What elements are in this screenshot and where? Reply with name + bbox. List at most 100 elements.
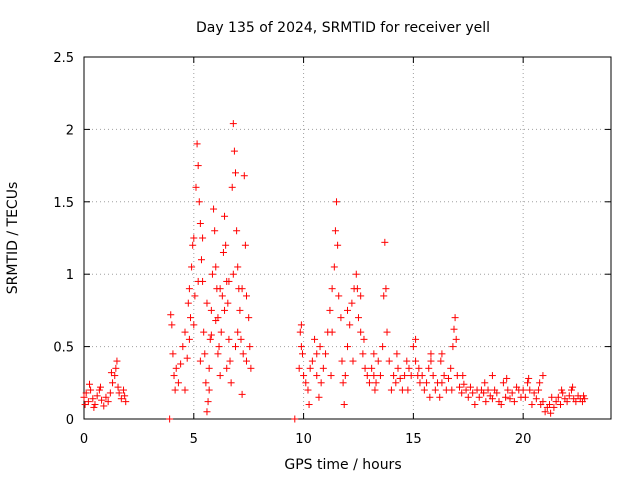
data-point <box>344 343 351 351</box>
data-point <box>448 386 456 394</box>
data-point <box>450 325 458 333</box>
data-point <box>114 383 122 391</box>
data-point <box>374 357 382 365</box>
data-point <box>554 393 562 401</box>
data-point <box>519 386 527 394</box>
data-point <box>327 372 335 380</box>
data-point <box>580 392 588 400</box>
data-point <box>481 379 489 387</box>
data-point <box>177 360 185 368</box>
data-point <box>462 386 470 394</box>
data-point <box>427 350 435 358</box>
data-point <box>326 306 334 314</box>
data-point <box>488 395 496 403</box>
data-point <box>357 328 365 336</box>
data-point <box>382 285 390 293</box>
data-point <box>171 386 179 394</box>
data-point <box>360 335 368 343</box>
data-point <box>85 380 93 388</box>
data-point <box>195 198 203 206</box>
data-point <box>438 350 446 358</box>
data-point <box>306 364 314 372</box>
data-point <box>93 392 101 400</box>
data-point <box>372 379 380 387</box>
data-point <box>379 343 387 351</box>
data-point <box>190 234 198 242</box>
data-point <box>106 389 114 397</box>
data-point <box>359 350 367 358</box>
data-point <box>405 364 413 372</box>
data-point <box>346 321 354 329</box>
data-point <box>232 343 240 351</box>
data-point <box>95 386 103 394</box>
data-point <box>510 398 518 406</box>
data-point <box>357 292 365 300</box>
data-point <box>525 374 533 382</box>
data-point <box>436 393 444 401</box>
data-point <box>246 343 254 351</box>
data-point <box>239 350 247 358</box>
data-point <box>313 372 321 380</box>
data-point <box>572 398 580 406</box>
y-tick-label: 2.5 <box>53 51 74 66</box>
data-points <box>80 120 589 423</box>
data-point <box>313 350 321 358</box>
data-point <box>335 292 343 300</box>
data-point <box>80 393 88 401</box>
data-point <box>302 379 310 387</box>
data-point <box>480 389 488 397</box>
data-point <box>185 335 193 343</box>
data-point <box>228 183 236 191</box>
data-point <box>117 395 125 403</box>
data-point <box>376 372 384 380</box>
data-point <box>348 299 356 307</box>
data-point <box>393 350 401 358</box>
data-point <box>201 350 209 358</box>
data-point <box>193 140 201 148</box>
data-point <box>115 389 123 397</box>
x-tick-label: 0 <box>80 432 88 447</box>
data-point <box>169 350 177 358</box>
data-point <box>191 292 199 300</box>
y-tick-label: 0.5 <box>53 341 74 356</box>
data-point <box>212 317 220 325</box>
data-point <box>460 380 468 388</box>
data-point <box>207 331 215 339</box>
data-point <box>297 343 305 351</box>
data-point <box>471 401 479 409</box>
data-point <box>298 350 306 358</box>
data-point <box>184 299 192 307</box>
data-point <box>502 393 510 401</box>
data-point <box>426 393 434 401</box>
x-tick-label: 5 <box>190 432 198 447</box>
data-point <box>291 415 299 423</box>
data-point <box>121 392 129 400</box>
data-point <box>242 292 250 300</box>
data-point <box>206 335 214 343</box>
data-point <box>170 372 178 380</box>
data-point <box>185 285 193 293</box>
data-point <box>296 328 304 336</box>
data-point <box>349 357 357 365</box>
data-point <box>211 227 219 235</box>
data-point <box>581 395 589 403</box>
data-point <box>217 328 225 336</box>
data-point <box>392 379 400 387</box>
data-point <box>87 386 95 394</box>
data-point <box>190 321 198 329</box>
data-point <box>506 395 514 403</box>
data-point <box>482 398 490 406</box>
data-point <box>188 263 196 271</box>
data-point <box>539 398 547 406</box>
data-point <box>338 357 346 365</box>
data-point <box>172 364 180 372</box>
data-point <box>224 299 232 307</box>
data-point <box>102 393 110 401</box>
data-point <box>528 401 536 409</box>
data-point <box>427 357 435 365</box>
data-point <box>459 372 467 380</box>
data-point <box>404 386 412 394</box>
data-point <box>189 241 197 249</box>
data-point <box>418 372 426 380</box>
data-point <box>530 389 538 397</box>
